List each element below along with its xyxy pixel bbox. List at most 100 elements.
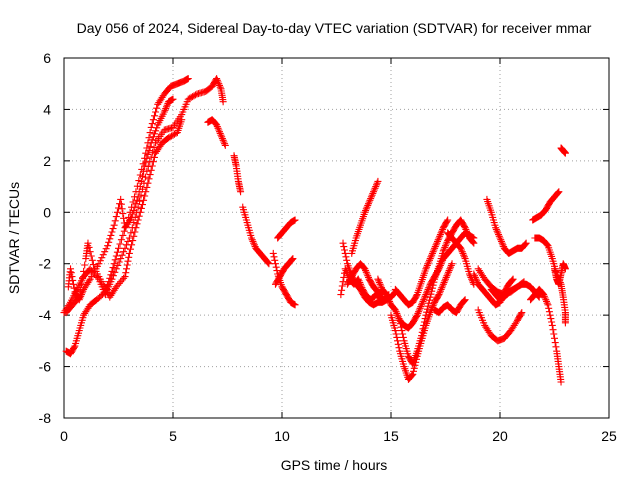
data-point bbox=[460, 251, 468, 259]
data-point bbox=[435, 291, 443, 299]
data-point bbox=[430, 246, 438, 254]
data-point bbox=[499, 241, 507, 249]
data-point bbox=[521, 241, 529, 249]
data-point bbox=[291, 301, 299, 309]
data-point bbox=[497, 237, 505, 245]
data-point bbox=[424, 285, 432, 293]
data-point bbox=[543, 240, 551, 248]
data-point bbox=[107, 271, 115, 279]
data-point bbox=[492, 224, 500, 232]
data-point bbox=[126, 215, 134, 223]
data-point bbox=[216, 83, 224, 91]
x-tick-label: 10 bbox=[274, 428, 290, 444]
data-point bbox=[150, 130, 158, 138]
data-point bbox=[338, 282, 346, 290]
data-point bbox=[417, 303, 425, 311]
x-tick-label: 15 bbox=[383, 428, 399, 444]
data-point bbox=[441, 277, 449, 285]
data-point bbox=[367, 195, 375, 203]
data-point bbox=[250, 241, 258, 249]
data-point bbox=[81, 261, 89, 269]
data-point bbox=[495, 231, 503, 239]
data-point bbox=[394, 340, 402, 348]
data-point bbox=[448, 260, 456, 268]
data-point bbox=[508, 277, 516, 285]
data-point bbox=[547, 315, 555, 323]
data-point bbox=[219, 136, 227, 144]
data-point bbox=[550, 330, 558, 338]
data-point bbox=[85, 243, 93, 251]
data-point bbox=[496, 234, 504, 242]
data-point bbox=[120, 274, 128, 282]
data-point bbox=[67, 269, 75, 277]
data-point bbox=[110, 221, 118, 229]
data-point bbox=[123, 261, 131, 269]
series-track-d bbox=[62, 116, 186, 317]
data-point bbox=[372, 181, 380, 189]
data-point bbox=[192, 91, 200, 99]
y-tick-label: 6 bbox=[43, 50, 51, 66]
data-point bbox=[213, 121, 221, 129]
data-point bbox=[143, 154, 151, 162]
data-point bbox=[437, 229, 445, 237]
data-point bbox=[542, 296, 550, 304]
data-point bbox=[518, 309, 526, 317]
data-point bbox=[416, 304, 424, 312]
series-track-t bbox=[444, 229, 478, 247]
data-point bbox=[429, 302, 437, 310]
data-point bbox=[412, 355, 420, 363]
data-point bbox=[438, 258, 446, 266]
data-point bbox=[120, 214, 128, 222]
data-point bbox=[373, 179, 381, 187]
data-point bbox=[457, 246, 465, 254]
data-point bbox=[540, 292, 548, 300]
data-point bbox=[215, 126, 223, 134]
data-point bbox=[425, 299, 433, 307]
data-point bbox=[117, 236, 125, 244]
series-track-ac bbox=[551, 260, 569, 288]
data-point bbox=[519, 279, 527, 287]
data-point bbox=[113, 248, 121, 256]
data-point bbox=[111, 268, 119, 276]
data-point bbox=[114, 281, 122, 289]
data-point bbox=[442, 240, 450, 248]
data-point bbox=[540, 291, 548, 299]
data-point bbox=[99, 251, 107, 259]
data-point bbox=[442, 273, 450, 281]
data-point bbox=[362, 205, 370, 213]
data-point bbox=[370, 188, 378, 196]
y-tick-label: -8 bbox=[39, 410, 52, 426]
series-track-c bbox=[64, 95, 177, 304]
data-point bbox=[148, 120, 156, 128]
data-point bbox=[543, 241, 551, 249]
data-point bbox=[399, 333, 407, 341]
data-point bbox=[549, 326, 557, 334]
data-point bbox=[184, 95, 192, 103]
data-point bbox=[96, 257, 104, 265]
data-point bbox=[543, 297, 551, 305]
data-point bbox=[411, 361, 419, 369]
data-point bbox=[184, 75, 192, 83]
data-point bbox=[146, 171, 154, 179]
data-point bbox=[166, 133, 174, 141]
data-point bbox=[418, 301, 426, 309]
data-point bbox=[447, 261, 455, 269]
data-point bbox=[414, 309, 422, 317]
data-point bbox=[131, 228, 139, 236]
data-point bbox=[431, 244, 439, 252]
data-point bbox=[124, 257, 132, 265]
data-point bbox=[341, 265, 349, 273]
data-point bbox=[428, 249, 436, 257]
y-tick-label: -4 bbox=[39, 307, 52, 323]
data-point bbox=[436, 263, 444, 271]
data-point bbox=[146, 143, 154, 151]
data-point bbox=[101, 248, 109, 256]
data-point bbox=[129, 237, 137, 245]
axis-ticks: 0 5 10 15 20 25 -8 -6 -4 -2 0 2 4 6 bbox=[39, 50, 617, 444]
data-point bbox=[555, 188, 563, 196]
data-point bbox=[434, 236, 442, 244]
data-point bbox=[369, 189, 377, 197]
data-points bbox=[60, 75, 569, 386]
data-point bbox=[410, 364, 418, 372]
data-point bbox=[362, 268, 370, 276]
